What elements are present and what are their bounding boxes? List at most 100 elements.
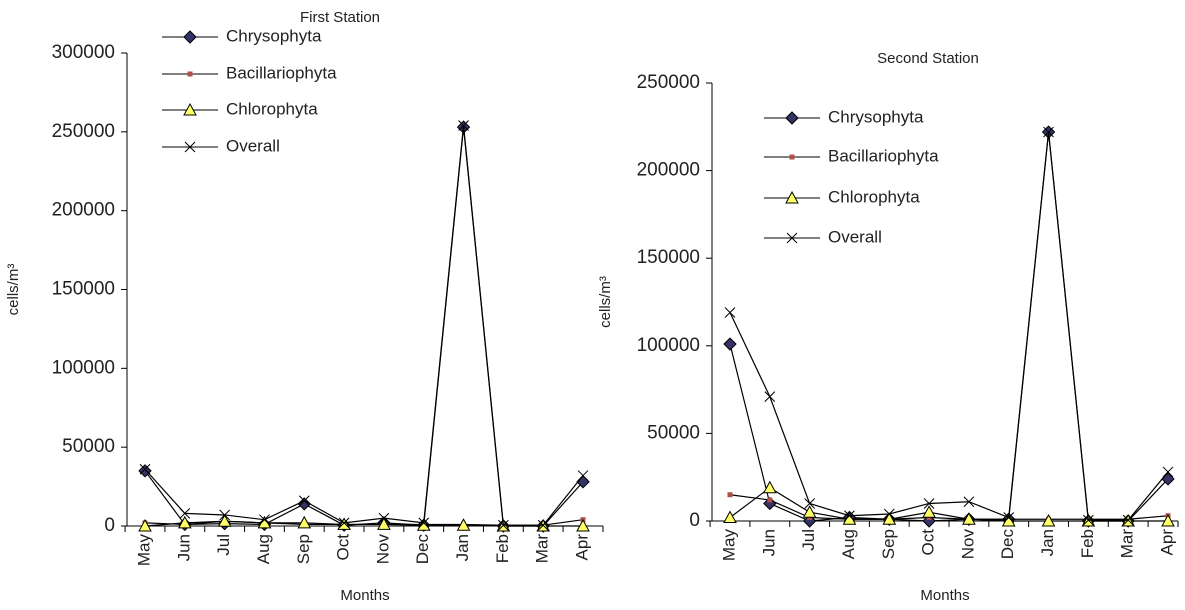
x-tick-label: Jun: [174, 534, 193, 561]
x-tick-label: Jul: [799, 529, 818, 551]
legend-label: Bacillariophyta: [828, 146, 939, 165]
y-axis-label: cells/m³: [5, 264, 22, 316]
y-tick-label: 200000: [637, 160, 700, 181]
marker: [883, 508, 895, 520]
series-line: [144, 127, 584, 527]
marker: [458, 120, 469, 131]
chart-title: Second Station: [877, 50, 979, 67]
x-tick-label: Jan: [453, 534, 472, 561]
marker: [723, 510, 737, 523]
marker: [456, 518, 471, 531]
marker: [297, 515, 312, 529]
x-tick-label: Dec: [413, 534, 432, 565]
marker: [723, 337, 737, 351]
x-tick-label: Mar: [1118, 529, 1137, 559]
series-line: [144, 520, 583, 527]
marker: [727, 492, 733, 498]
legend-marker: [785, 190, 799, 204]
x-tick-label: May: [134, 534, 153, 567]
marker: [338, 517, 350, 529]
marker: [1043, 126, 1054, 138]
chart-title: First Station: [300, 9, 380, 26]
marker: [297, 497, 311, 511]
legend-marker: [786, 232, 798, 244]
series: [724, 126, 1174, 526]
x-tick-label: Jun: [759, 529, 778, 556]
series-line: [729, 131, 1169, 521]
series-line: [729, 486, 1168, 522]
y-tick-label: 100000: [52, 357, 115, 378]
x-tick-label: Jan: [1038, 529, 1057, 556]
x-tick-label: Feb: [1078, 529, 1097, 558]
marker: [802, 505, 817, 518]
series-line: [144, 125, 584, 526]
legend-label: Chrysophyta: [828, 107, 924, 126]
x-tick-label: Aug: [254, 534, 273, 564]
y-tick-label: 250000: [637, 72, 700, 93]
marker: [498, 519, 509, 531]
x-axis-label: Months: [340, 587, 389, 604]
marker: [804, 498, 815, 509]
marker: [138, 518, 152, 532]
y-tick-label: 150000: [52, 279, 115, 300]
marker: [844, 510, 855, 522]
marker: [762, 480, 777, 494]
legend-marker: [183, 30, 197, 44]
legend-marker: [789, 154, 795, 160]
marker: [1122, 514, 1134, 526]
legend-marker: [183, 102, 197, 116]
marker: [217, 514, 232, 527]
x-tick-label: Mar: [533, 534, 552, 564]
series: [723, 125, 1175, 528]
x-tick-label: Sep: [879, 529, 898, 559]
x-tick-label: Sep: [294, 534, 313, 564]
legend-marker: [187, 71, 193, 77]
y-tick-label: 250000: [52, 121, 115, 142]
marker: [1162, 466, 1174, 478]
marker: [963, 496, 975, 508]
x-tick-label: Dec: [998, 529, 1017, 560]
marker: [138, 464, 152, 478]
y-tick-label: 50000: [62, 436, 115, 457]
y-tick-label: 150000: [637, 247, 700, 268]
marker: [537, 519, 549, 531]
x-tick-label: Feb: [493, 534, 512, 563]
marker: [377, 517, 391, 530]
marker: [577, 470, 589, 481]
x-tick-label: Apr: [572, 534, 591, 561]
legend-label: Chrysophyta: [226, 26, 322, 45]
x-tick-label: Oct: [919, 529, 938, 556]
y-tick-label: 200000: [52, 200, 115, 221]
y-tick-label: 0: [689, 510, 700, 531]
marker: [1161, 513, 1175, 527]
x-tick-label: Apr: [1157, 529, 1176, 556]
x-tick-label: Jul: [214, 534, 233, 556]
marker: [882, 512, 897, 525]
x-tick-label: May: [719, 529, 738, 562]
marker: [724, 307, 736, 318]
marker: [767, 497, 773, 503]
legend-label: Bacillariophyta: [226, 63, 337, 82]
legend-label: Overall: [226, 136, 280, 155]
marker: [764, 391, 776, 402]
marker: [378, 512, 390, 524]
marker: [1083, 514, 1094, 526]
marker: [1003, 512, 1015, 523]
marker: [259, 514, 270, 526]
series-line: [729, 494, 1169, 520]
series-line: [729, 131, 1169, 522]
series: [727, 492, 1171, 522]
y-axis-label: cells/m³: [597, 276, 614, 328]
series: [139, 120, 589, 531]
marker: [416, 518, 431, 531]
x-tick-label: Oct: [334, 534, 353, 561]
x-tick-label: Nov: [958, 529, 977, 560]
marker: [576, 518, 590, 532]
marker: [219, 509, 230, 521]
y-tick-label: 50000: [647, 422, 700, 443]
marker: [177, 515, 192, 529]
y-tick-label: 100000: [637, 335, 700, 356]
marker: [418, 517, 430, 529]
x-tick-label: Aug: [839, 529, 858, 559]
